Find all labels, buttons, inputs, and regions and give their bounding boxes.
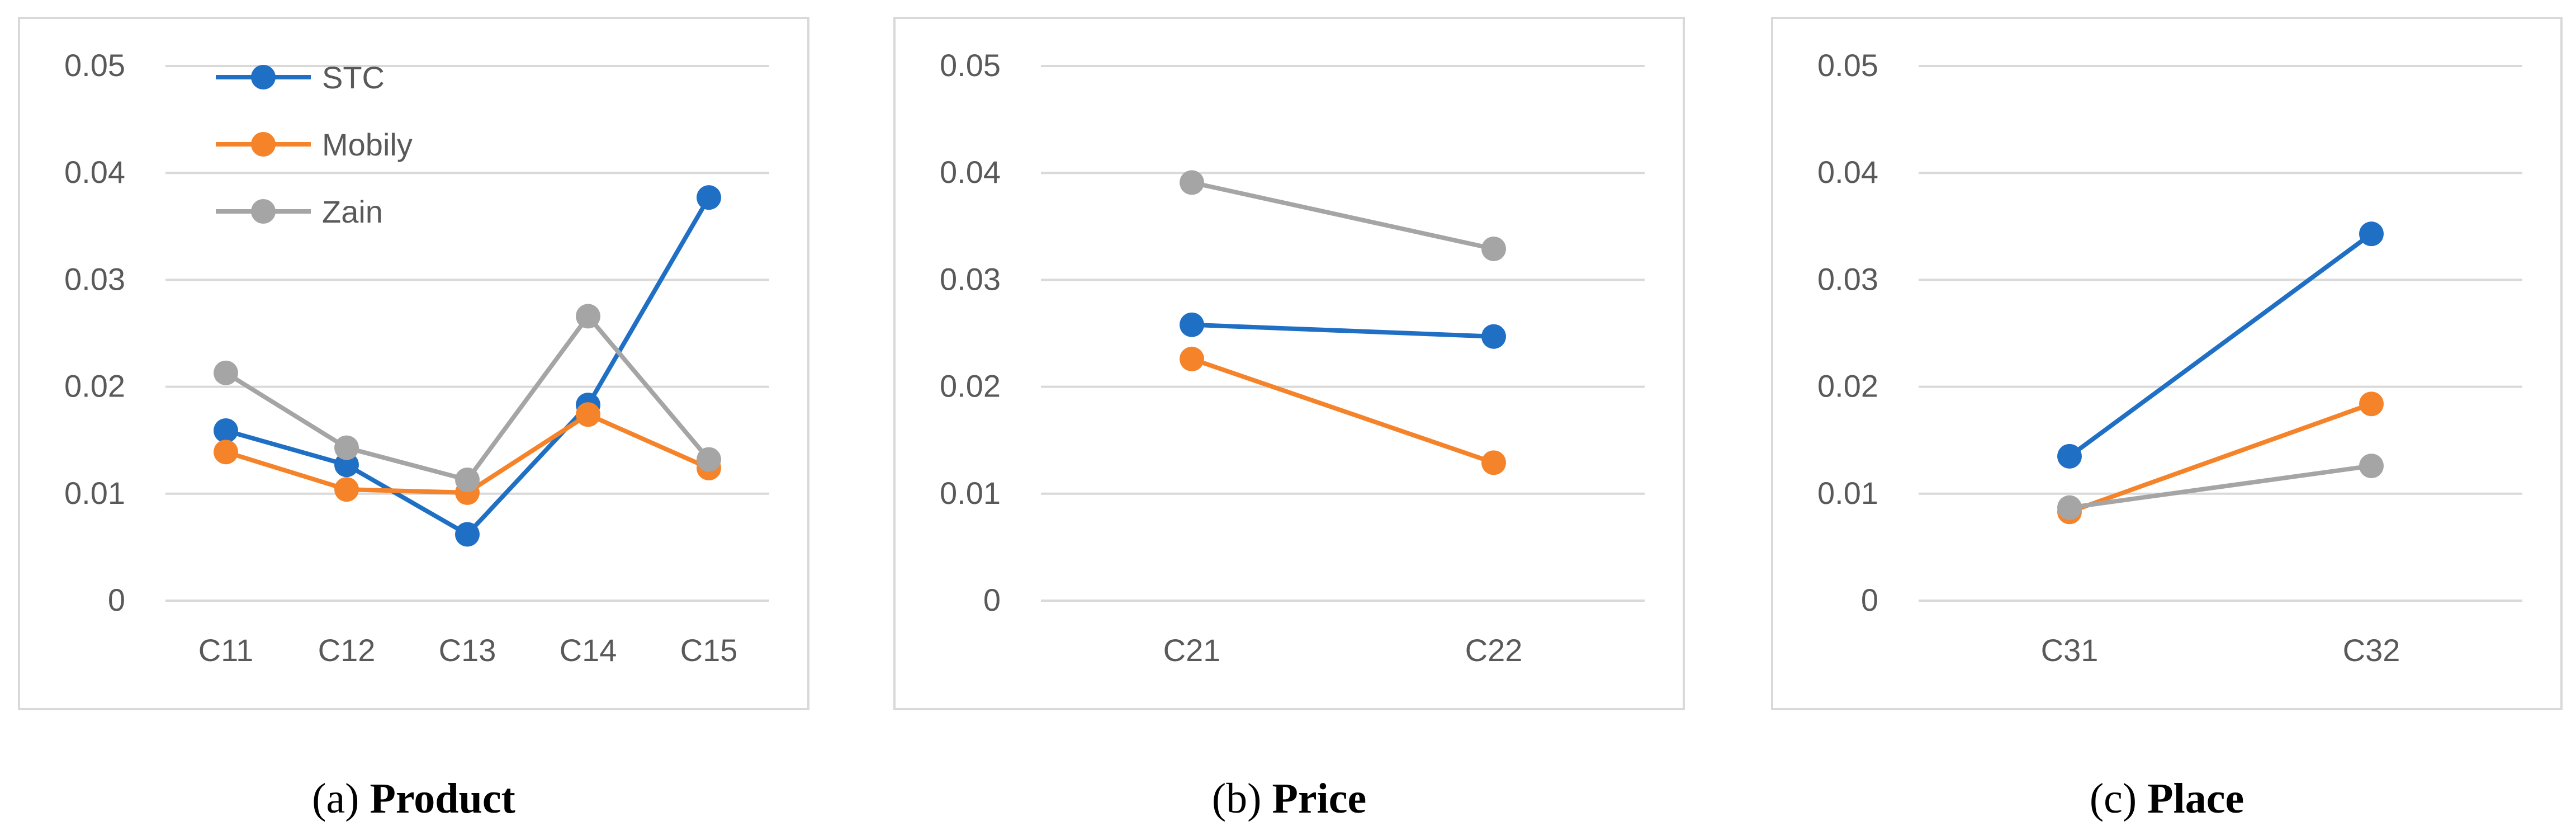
series-line-zain [2069,464,2372,510]
chart-panel-product: 0 0.01 0.02 0.03 0.04 0.05 C11 C12 C13 C14 C15 STC M… [18,17,809,710]
data-point-mobily [576,402,600,427]
chart-svg-place: 0 0.01 0.02 0.03 0.04 0.05 C31 C32 [1817,48,2522,668]
y-tick-label: 0.03 [64,261,125,296]
y-tick-label: 0.04 [1817,154,1878,190]
data-point-stc [2057,443,2082,469]
legend-marker-zain [251,199,276,224]
caption-product: (a) Product [18,775,809,825]
data-point-stc [2359,221,2384,247]
series-line-mobily [2068,402,2373,515]
data-point-stc [1481,324,1506,349]
data-point-mobily [1481,450,1506,475]
y-tick-label: 0.03 [1817,261,1878,296]
data-point-zain [334,435,359,460]
data-point-stc [334,452,359,478]
y-tick-label: 0.01 [1817,475,1878,511]
x-tick-label: C12 [318,633,376,668]
y-tick-label: 0.02 [64,369,125,404]
y-tick-label: 0.04 [64,154,125,190]
y-tick-label: 0.05 [1817,48,1878,83]
x-tick-label: C11 [198,633,254,668]
legend-label-stc: STC [322,60,385,95]
legend-label-mobily: Mobily [322,127,413,162]
caption-title: Place [2147,775,2244,822]
x-tick-label: C21 [1163,633,1221,668]
data-point-zain [576,304,600,329]
legend-marker-mobily [251,132,276,157]
caption-title: Product [370,775,515,822]
y-tick-label: 0.03 [940,261,1001,296]
y-tick-label: 0.02 [940,369,1001,404]
chart-svg-price: 0 0.01 0.02 0.03 0.04 0.05 C21 C22 [940,48,1645,668]
series-line-stc [2068,232,2373,459]
y-tick-label: 0.05 [64,48,125,83]
chart-panel-place: 0 0.01 0.02 0.03 0.04 0.05 C31 C32 [1771,17,2563,710]
caption-price: (b) Price [893,775,1685,825]
data-point-stc [697,185,721,210]
series-line-zain [224,314,711,482]
y-tick-label: 0 [1861,582,1878,617]
data-point-stc [455,522,480,547]
data-point-stc [214,418,238,443]
x-tick-label: C15 [680,633,738,668]
y-tick-label: 0 [108,582,125,617]
y-tick-label: 0.05 [940,48,1001,83]
data-point-zain [1180,170,1204,195]
chart-panel-price: 0 0.01 0.02 0.03 0.04 0.05 C21 C22 [893,17,1685,710]
caption-label: (c) [2089,775,2137,822]
y-tick-label: 0.04 [940,154,1001,190]
y-tick-label: 0 [983,582,1001,617]
data-point-mobily [214,440,238,465]
y-tick-label: 0.01 [940,475,1001,511]
x-tick-label: C22 [1465,633,1523,668]
legend-label-zain: Zain [322,194,383,229]
x-tick-label: C31 [2041,633,2099,668]
y-tick-label: 0.01 [64,475,125,511]
y-tick-label: 0.02 [1817,369,1878,404]
series-line-mobily [1191,357,1495,465]
x-tick-label: C32 [2343,633,2400,668]
legend-marker-stc [251,65,276,89]
x-tick-label: C14 [560,633,617,668]
data-point-zain [697,447,721,472]
data-point-stc [1180,312,1204,337]
caption-title: Price [1272,775,1367,822]
data-point-zain [1481,236,1506,261]
data-point-zain [214,360,238,385]
series-line-stc [1191,322,1494,339]
series-line-zain [1191,180,1494,251]
caption-place: (c) Place [1771,775,2563,825]
caption-label: (b) [1211,775,1262,822]
data-point-zain [455,467,480,492]
x-tick-label: C13 [439,633,496,668]
data-point-zain [2359,454,2384,479]
data-point-zain [2057,495,2082,520]
caption-label: (a) [312,775,359,822]
data-point-mobily [1180,346,1204,371]
data-point-mobily [334,477,359,502]
data-point-mobily [2359,391,2384,417]
chart-svg-product: 0 0.01 0.02 0.03 0.04 0.05 C11 C12 C13 C14 C15 STC M… [64,48,769,668]
